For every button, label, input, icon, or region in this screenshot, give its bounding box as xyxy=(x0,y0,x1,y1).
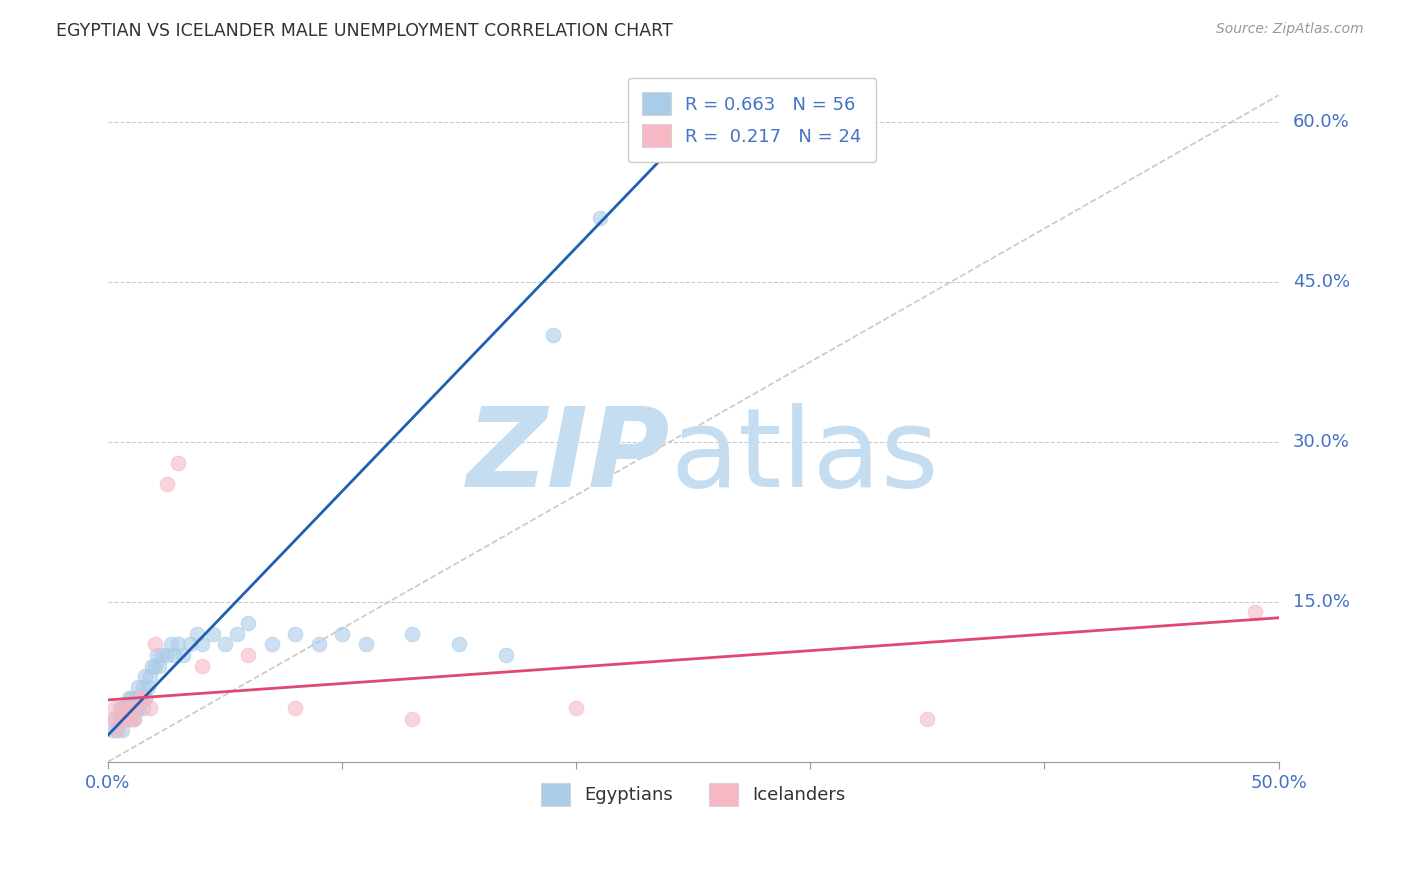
Point xyxy=(120,701,142,715)
Text: 45.0%: 45.0% xyxy=(1292,273,1350,291)
Point xyxy=(917,712,939,726)
Point xyxy=(120,690,142,705)
Point xyxy=(495,648,517,662)
Text: 30.0%: 30.0% xyxy=(1292,433,1350,450)
Point xyxy=(136,680,159,694)
Point xyxy=(118,712,141,726)
Point xyxy=(125,701,148,715)
Point xyxy=(143,637,166,651)
Point xyxy=(160,637,183,651)
Point xyxy=(190,658,212,673)
Point xyxy=(162,648,184,662)
Legend: Egyptians, Icelanders: Egyptians, Icelanders xyxy=(531,774,855,815)
Point xyxy=(112,712,135,726)
Point xyxy=(401,712,423,726)
Point xyxy=(122,712,145,726)
Point xyxy=(120,701,142,715)
Point xyxy=(111,712,134,726)
Point xyxy=(284,627,307,641)
Point xyxy=(155,648,177,662)
Point xyxy=(101,712,124,726)
Point xyxy=(284,701,307,715)
Point xyxy=(127,701,149,715)
Point xyxy=(146,648,169,662)
Point xyxy=(108,701,131,715)
Point xyxy=(115,701,138,715)
Point xyxy=(260,637,283,651)
Point xyxy=(190,637,212,651)
Point xyxy=(108,712,131,726)
Point xyxy=(139,669,162,683)
Point xyxy=(565,701,588,715)
Point xyxy=(118,690,141,705)
Point xyxy=(172,648,194,662)
Point xyxy=(167,456,190,470)
Point xyxy=(115,701,138,715)
Point xyxy=(132,680,155,694)
Point xyxy=(141,658,163,673)
Point xyxy=(125,690,148,705)
Point xyxy=(122,712,145,726)
Point xyxy=(155,477,177,491)
Point xyxy=(108,712,131,726)
Point xyxy=(186,627,208,641)
Point xyxy=(104,701,127,715)
Point xyxy=(112,712,135,726)
Point xyxy=(105,723,128,737)
Point xyxy=(122,701,145,715)
Point xyxy=(308,637,330,651)
Point xyxy=(127,680,149,694)
Point xyxy=(1244,606,1267,620)
Text: atlas: atlas xyxy=(669,403,938,510)
Text: ZIP: ZIP xyxy=(467,403,669,510)
Point xyxy=(129,690,152,705)
Point xyxy=(120,712,142,726)
Point xyxy=(125,701,148,715)
Point xyxy=(238,648,260,662)
Point xyxy=(167,637,190,651)
Point xyxy=(101,723,124,737)
Point xyxy=(150,648,173,662)
Point xyxy=(104,712,127,726)
Point xyxy=(143,658,166,673)
Point xyxy=(132,701,155,715)
Text: Source: ZipAtlas.com: Source: ZipAtlas.com xyxy=(1216,22,1364,37)
Point xyxy=(541,328,564,343)
Text: 60.0%: 60.0% xyxy=(1292,113,1350,131)
Point xyxy=(111,723,134,737)
Point xyxy=(588,211,610,225)
Point xyxy=(112,701,135,715)
Point xyxy=(134,690,156,705)
Text: 15.0%: 15.0% xyxy=(1292,593,1350,611)
Point xyxy=(238,616,260,631)
Point xyxy=(202,627,225,641)
Point xyxy=(214,637,236,651)
Point xyxy=(115,712,138,726)
Point xyxy=(401,627,423,641)
Point xyxy=(129,690,152,705)
Point xyxy=(111,701,134,715)
Point xyxy=(449,637,471,651)
Point xyxy=(139,701,162,715)
Point xyxy=(134,690,156,705)
Point xyxy=(179,637,201,651)
Point xyxy=(330,627,353,641)
Point xyxy=(225,627,247,641)
Point xyxy=(134,669,156,683)
Point xyxy=(354,637,377,651)
Point xyxy=(118,712,141,726)
Point xyxy=(105,723,128,737)
Text: EGYPTIAN VS ICELANDER MALE UNEMPLOYMENT CORRELATION CHART: EGYPTIAN VS ICELANDER MALE UNEMPLOYMENT … xyxy=(56,22,673,40)
Point xyxy=(148,658,170,673)
